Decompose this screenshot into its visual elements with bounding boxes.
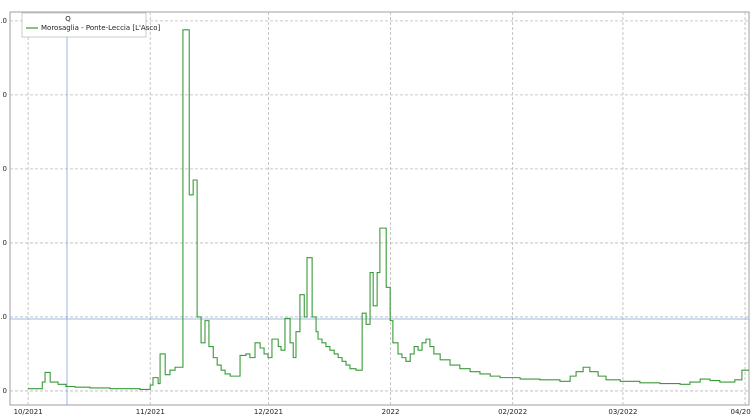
legend-label: Morosaglia - Ponte-Leccia [L'Asco] <box>41 24 160 32</box>
plot-frame <box>9 11 750 406</box>
x-tick-label: 12/2021 <box>254 408 283 416</box>
legend-box <box>21 12 147 38</box>
y-tick-label: 0 <box>3 91 7 99</box>
plot <box>28 29 749 391</box>
series-line <box>28 29 749 391</box>
legend-title: Q <box>65 15 71 23</box>
y-tick-label: 0 <box>3 239 7 247</box>
legend: Morosaglia - Ponte-Leccia [L'Asco] <box>26 24 160 32</box>
x-tick-label: 04/2022 <box>731 408 751 416</box>
x-tick-label: 02/2022 <box>498 408 527 416</box>
y-tick-label: 0 <box>3 165 7 173</box>
y-tick-label: 0 <box>3 387 7 395</box>
x-tick-label: 11/2021 <box>136 408 165 416</box>
x-tick-label: 2022 <box>382 408 400 416</box>
x-tick-label: 10/2021 <box>14 408 43 416</box>
x-tick-label: 03/2022 <box>608 408 637 416</box>
grid <box>10 12 749 405</box>
y-tick-label: .0 <box>0 313 7 321</box>
y-tick-label: .0 <box>0 17 7 25</box>
